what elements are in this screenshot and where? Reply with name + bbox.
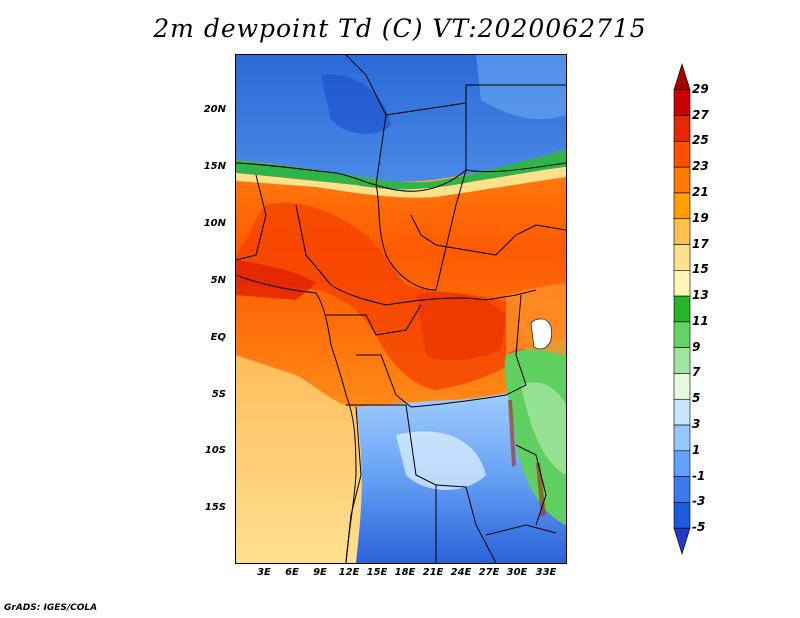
lon-label: 21E <box>422 567 444 578</box>
colorbar-label: -5 <box>692 520 706 535</box>
lon-label: 24E <box>450 567 472 578</box>
colorbar-swatch <box>673 476 691 503</box>
lat-label: 15N <box>203 161 226 172</box>
lat-label: 5N <box>210 275 226 286</box>
lon-label: 18E <box>394 567 416 578</box>
colorbar-label: 9 <box>692 339 701 354</box>
colorbar-label: 15 <box>692 262 709 277</box>
colorbar-swatch <box>673 62 691 91</box>
colorbar-label: 1 <box>692 442 701 457</box>
colorbar-label: -3 <box>692 494 706 509</box>
colorbar-swatch <box>673 527 691 556</box>
lon-label: 3E <box>257 567 271 578</box>
colorbar-swatch <box>673 398 691 426</box>
colorbar-label: 19 <box>692 210 709 225</box>
colorbar-label: 13 <box>692 288 709 303</box>
lon-label: 30E <box>506 567 528 578</box>
colorbar-label: -1 <box>692 468 706 483</box>
colorbar-swatch <box>673 424 691 452</box>
colorbar-swatch <box>673 373 691 400</box>
map-panel <box>235 54 567 564</box>
lon-label: 6E <box>285 567 299 578</box>
colorbar-label: 27 <box>692 107 709 122</box>
colorbar-swatch <box>673 321 691 348</box>
lat-label: 10S <box>204 445 226 456</box>
lon-label: 12E <box>338 567 360 578</box>
colorbar-swatch <box>673 166 691 194</box>
colorbar-swatch <box>673 115 691 142</box>
colorbar-label: 23 <box>692 159 709 174</box>
lat-label: 10N <box>203 218 226 229</box>
colorbar-swatch <box>673 347 691 374</box>
lat-label: EQ <box>210 332 226 343</box>
colorbar-label: 11 <box>692 313 709 328</box>
dewpoint-field <box>236 55 566 563</box>
colorbar-swatch <box>673 244 691 271</box>
colorbar-label: 25 <box>692 133 709 148</box>
colorbar-swatch <box>673 295 691 323</box>
colorbar-swatch <box>673 450 691 477</box>
colorbar-label: 3 <box>692 417 701 432</box>
colorbar <box>673 62 691 556</box>
lat-label: 5S <box>211 389 226 400</box>
map-title: 2m dewpoint Td (C) VT:2020062715 <box>153 14 647 43</box>
colorbar-label: 7 <box>692 365 701 380</box>
lon-label: 9E <box>313 567 327 578</box>
colorbar-label: 29 <box>692 81 709 96</box>
colorbar-label: 5 <box>692 391 701 406</box>
colorbar-label: 17 <box>692 236 709 251</box>
lat-label: 15S <box>204 502 226 513</box>
colorbar-swatch <box>673 270 691 297</box>
lon-label: 33E <box>535 567 557 578</box>
colorbar-label: 21 <box>692 184 709 199</box>
colorbar-swatch <box>673 218 691 245</box>
lon-label: 15E <box>366 567 388 578</box>
colorbar-swatch <box>673 89 691 116</box>
lat-label: 20N <box>203 104 226 115</box>
colorbar-swatch <box>673 502 691 529</box>
colorbar-swatch <box>673 141 691 168</box>
credit-text: GrADS: IGES/COLA <box>4 603 98 613</box>
colorbar-swatch <box>673 192 691 220</box>
lon-label: 27E <box>478 567 500 578</box>
